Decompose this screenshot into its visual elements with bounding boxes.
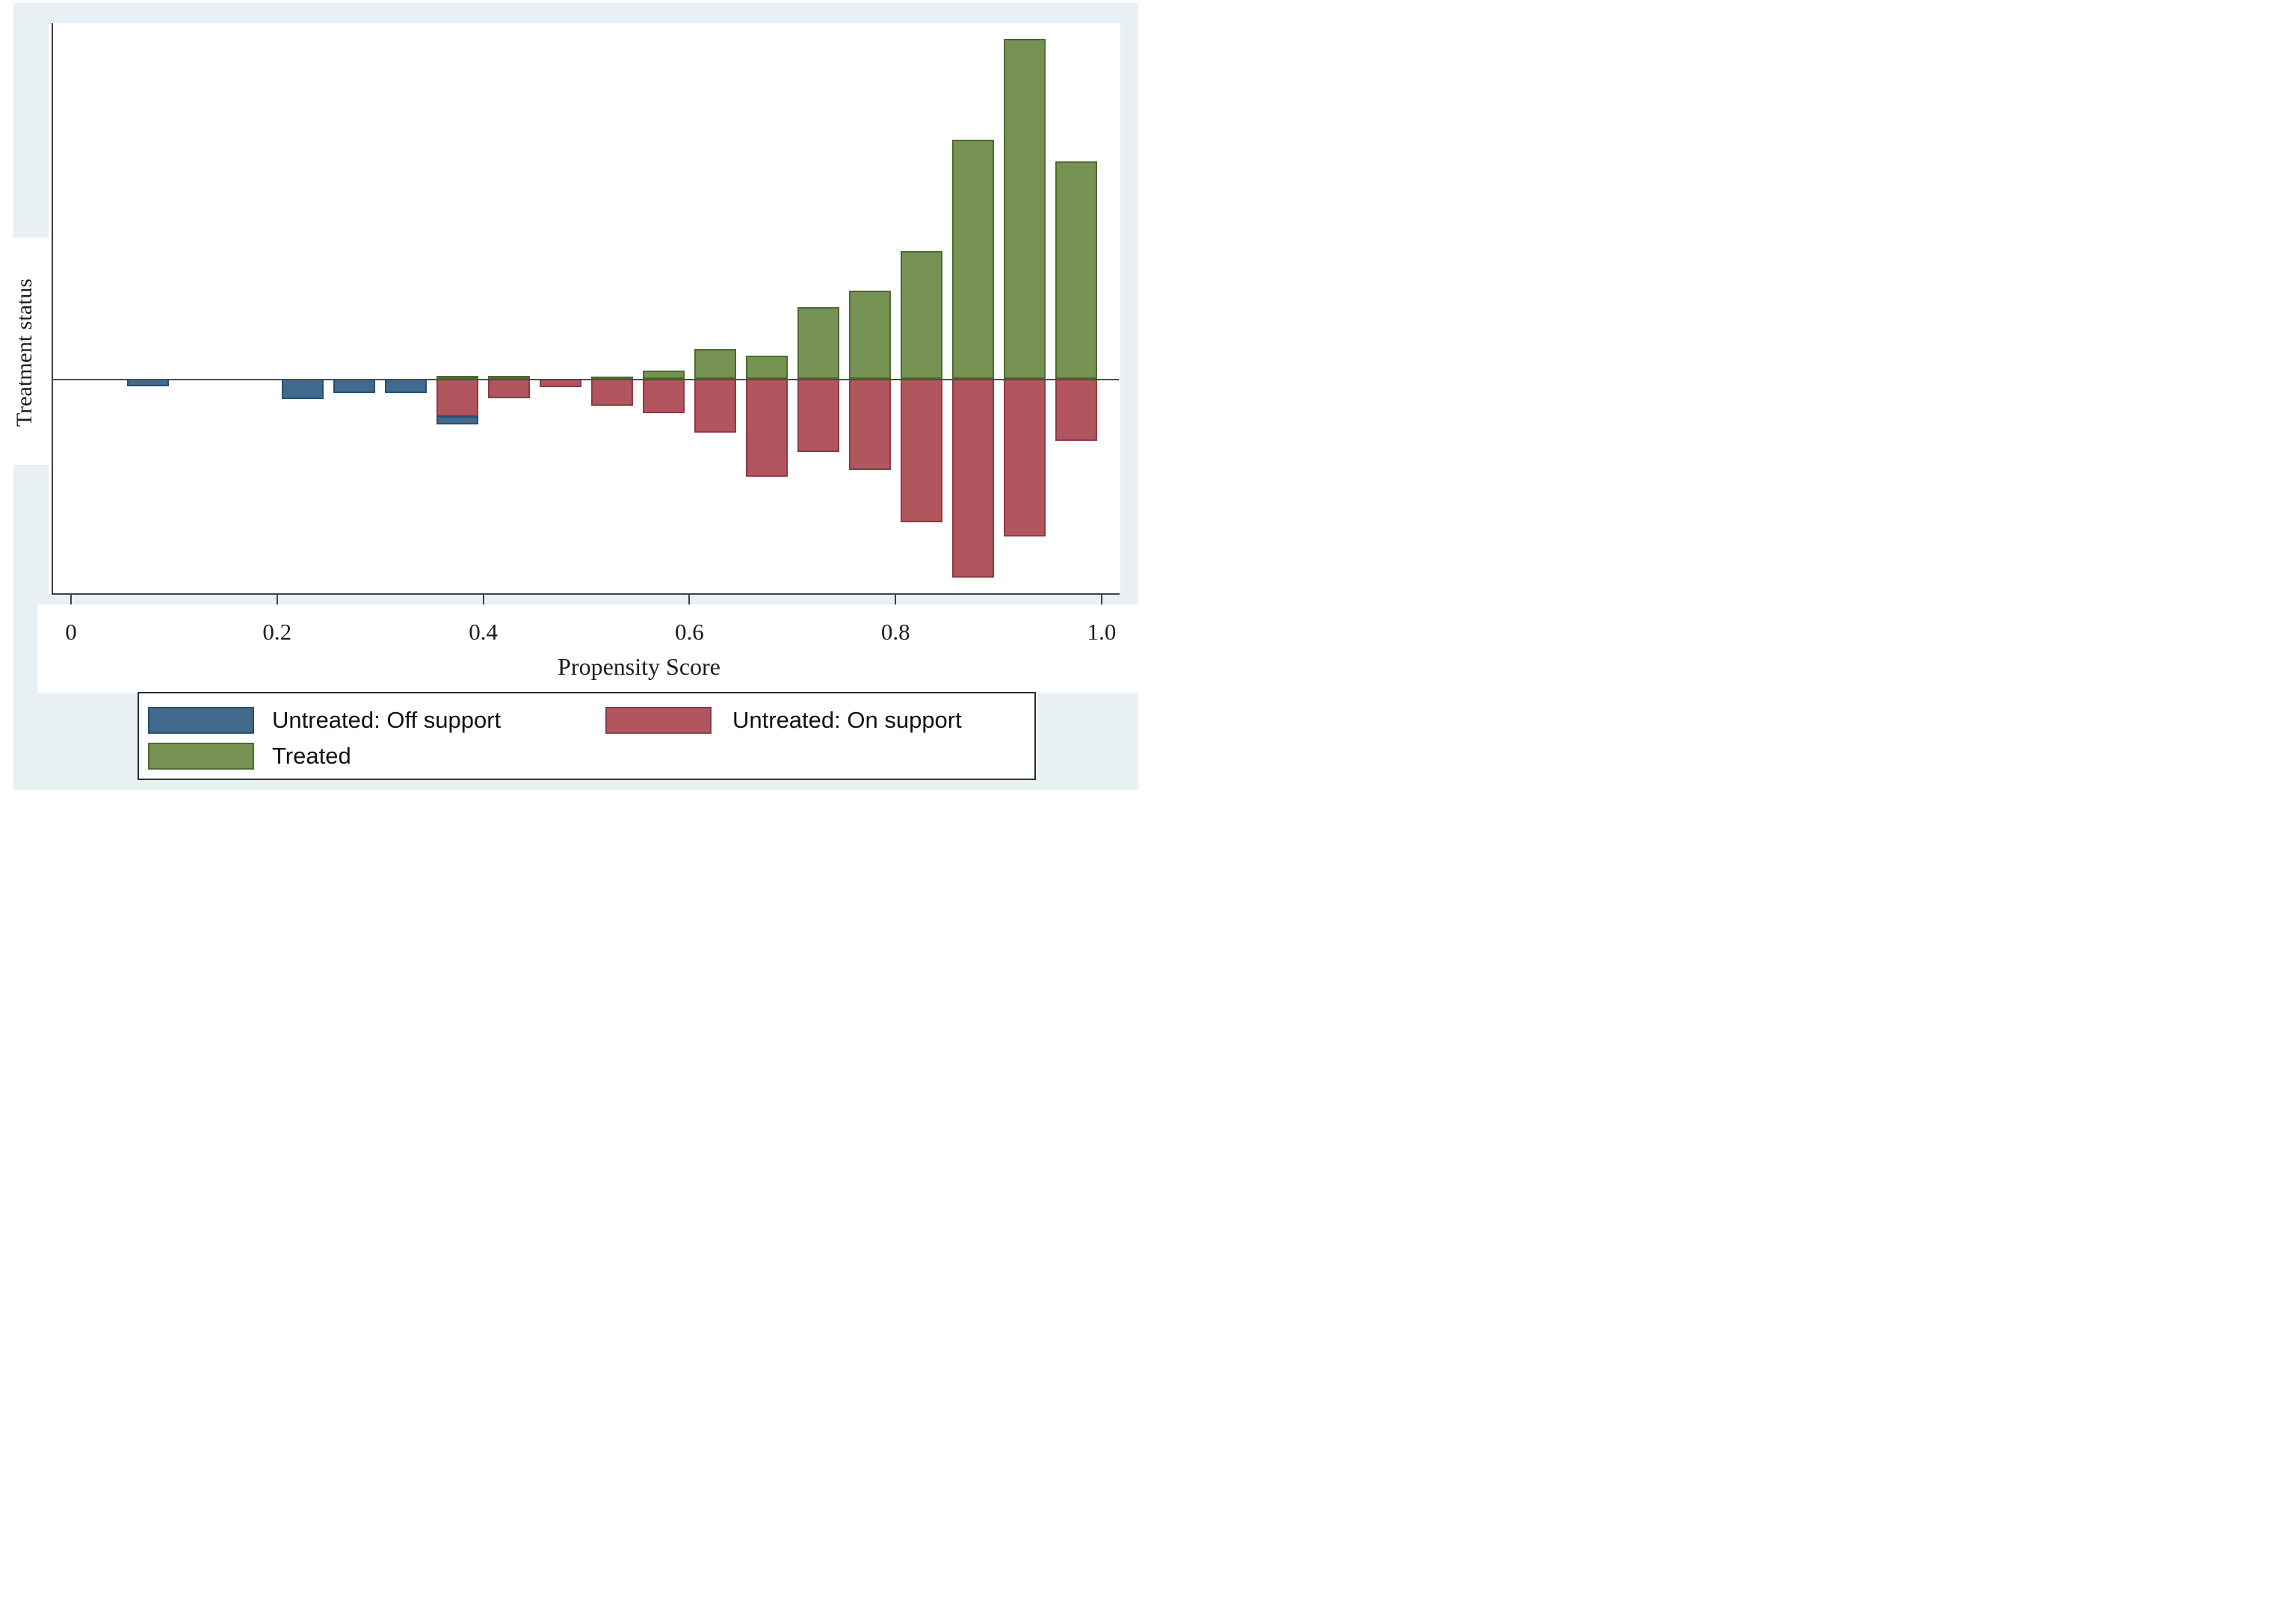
x-tick-0.2 [276, 594, 278, 604]
bar-untreated-off-0.375 [436, 416, 479, 424]
y-axis-line [51, 23, 53, 595]
bar-untreated-off-0.325 [385, 379, 428, 394]
x-tick-label-0.8: 0.8 [880, 619, 910, 645]
y-title-box [13, 238, 49, 465]
bar-treated-0.725 [797, 306, 839, 379]
legend-box: Untreated: Off support Untreated: On sup… [138, 692, 1036, 780]
zero-baseline [52, 379, 1119, 380]
bar-treated-0.575 [642, 371, 685, 379]
x-tick-0.4 [482, 594, 484, 604]
x-tick-label-1.0: 1.0 [1087, 619, 1117, 645]
psgraph-figure: 0 0.2 0.4 0.6 0.8 1.0 Propensity Score Treatm… [0, 0, 1148, 800]
bar-untreated-on-0.375 [436, 379, 479, 417]
bar-treated-0.875 [951, 140, 994, 379]
x-tick-label-0.2: 0.2 [262, 619, 292, 645]
x-tick-label-0.6: 0.6 [675, 619, 704, 645]
legend-label-untreated-off-support: Untreated: Off support [272, 707, 502, 733]
bar-untreated-on-0.425 [488, 379, 531, 398]
bar-untreated-on-0.825 [900, 379, 942, 522]
bar-untreated-on-0.775 [848, 379, 891, 471]
x-tick-label-0: 0 [65, 619, 77, 645]
bar-treated-0.975 [1055, 161, 1097, 379]
bar-untreated-off-0.225 [282, 379, 324, 399]
bar-untreated-on-0.675 [745, 379, 788, 477]
y-axis-title: Treatment status [12, 278, 37, 427]
x-tick-0 [70, 594, 72, 604]
bar-untreated-on-0.875 [951, 379, 994, 578]
bar-untreated-on-0.625 [694, 379, 736, 433]
bar-treated-0.525 [590, 376, 633, 380]
legend-label-treated: Treated [272, 743, 351, 769]
x-tick-0.6 [688, 594, 691, 604]
bar-untreated-off-0.275 [333, 379, 376, 394]
bar-untreated-on-0.525 [590, 379, 633, 406]
x-axis-title: Propensity Score [558, 653, 720, 680]
x-tick-1.0 [1101, 594, 1102, 604]
legend-label-untreated-on-support: Untreated: On support [732, 707, 962, 733]
plot-region [49, 23, 1120, 594]
bar-treated-0.425 [488, 375, 531, 379]
bar-treated-0.375 [436, 375, 479, 379]
bar-untreated-on-0.575 [642, 379, 685, 413]
x-tick-0.8 [895, 594, 897, 604]
legend-swatch-untreated-off-support [148, 707, 254, 734]
x-label-band [37, 604, 1138, 693]
bar-treated-0.775 [848, 291, 891, 379]
bar-untreated-on-0.925 [1003, 379, 1046, 536]
x-tick-label-0.4: 0.4 [469, 619, 498, 645]
bar-treated-0.675 [745, 356, 788, 379]
x-axis-line [51, 593, 1120, 595]
bar-treated-0.925 [1003, 39, 1046, 379]
bar-treated-0.825 [900, 251, 942, 379]
legend-swatch-treated [148, 743, 254, 770]
legend-swatch-untreated-on-support [605, 707, 712, 734]
bar-untreated-on-0.975 [1055, 379, 1097, 441]
bars-layer [49, 23, 1120, 594]
bar-untreated-on-0.725 [797, 379, 839, 453]
bar-treated-0.625 [694, 348, 736, 379]
